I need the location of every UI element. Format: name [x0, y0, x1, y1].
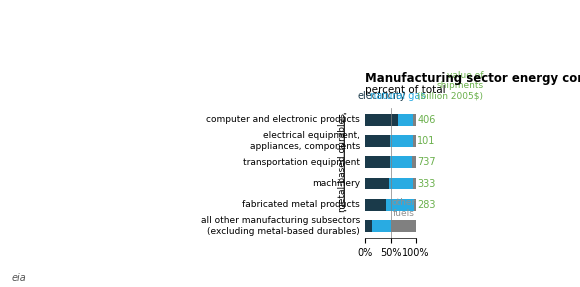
Bar — [414, 135, 416, 147]
Bar — [389, 178, 414, 189]
Text: metal-based durables: metal-based durables — [338, 113, 347, 212]
Text: eia: eia — [12, 273, 26, 283]
Bar — [365, 220, 372, 232]
Bar — [386, 199, 414, 211]
Text: 406: 406 — [418, 115, 436, 125]
Bar — [365, 156, 390, 168]
Bar — [365, 135, 390, 147]
Bar — [365, 114, 398, 126]
Bar — [414, 199, 416, 211]
Text: Manufacturing sector energy consumption by fuel (2010): Manufacturing sector energy consumption … — [365, 71, 580, 85]
Bar — [414, 114, 416, 126]
Bar — [391, 220, 416, 232]
Text: 737: 737 — [418, 157, 436, 167]
Bar — [390, 135, 414, 147]
Bar — [390, 156, 412, 168]
Text: other
fuels: other fuels — [391, 198, 415, 218]
Bar — [412, 156, 416, 168]
Bar — [414, 178, 416, 189]
Text: percent of total: percent of total — [365, 85, 446, 95]
Bar — [365, 199, 386, 211]
Text: 101: 101 — [418, 136, 436, 146]
Text: 333: 333 — [418, 179, 436, 189]
Text: natural gas: natural gas — [369, 91, 425, 100]
Text: 283: 283 — [418, 200, 436, 210]
Bar — [398, 114, 414, 126]
Text: electricity: electricity — [357, 91, 406, 100]
Bar — [365, 178, 389, 189]
Bar — [372, 220, 391, 232]
Text: value of
shipments
(billion 2005$): value of shipments (billion 2005$) — [418, 71, 483, 100]
